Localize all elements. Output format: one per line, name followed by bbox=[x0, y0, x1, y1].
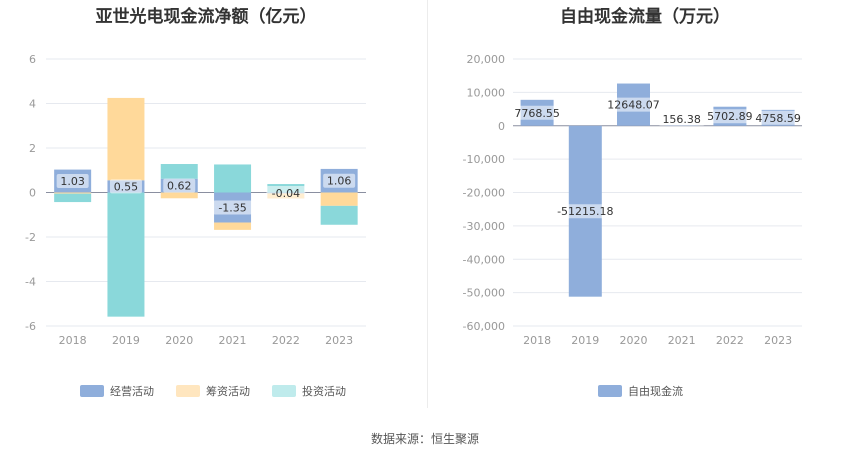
left-ytick-label-4: -2 bbox=[25, 231, 36, 244]
legend-item-operating[interactable]: 经营活动 bbox=[80, 383, 154, 399]
right-xtick-label-2022: 2022 bbox=[716, 334, 744, 347]
data-source-note: 数据来源：恒生聚源 bbox=[370, 432, 479, 446]
left-ytick-label-0: 6 bbox=[29, 53, 36, 66]
left-ytick-label-5: -4 bbox=[25, 276, 36, 289]
right-ytick-label-6: -40,000 bbox=[463, 253, 505, 266]
left-ytick-label-3: 0 bbox=[29, 187, 36, 200]
right-data-label-bg-2019 bbox=[551, 204, 619, 219]
left-ytick-label-2: 2 bbox=[29, 142, 36, 155]
right-xtick-label-2018: 2018 bbox=[523, 334, 551, 347]
right-data-label-bg-2022 bbox=[703, 109, 757, 124]
right-chart-legend: 自由现金流 bbox=[598, 383, 683, 399]
left-data-label-2023: 1.06 bbox=[327, 175, 352, 188]
left-bar-2020-series-2 bbox=[160, 164, 198, 179]
right-xtick-label-2019: 2019 bbox=[571, 334, 599, 347]
right-ytick-label-0: 20,000 bbox=[467, 53, 506, 66]
right-data-label-2023: 4758.59 bbox=[755, 112, 801, 125]
left-data-label-bg-2018 bbox=[56, 174, 89, 189]
right-xtick-label-2020: 2020 bbox=[620, 334, 648, 347]
left-xtick-label-2022: 2022 bbox=[272, 334, 300, 347]
legend-swatch-free-cash-flow bbox=[598, 385, 622, 397]
right-data-label-bg-2018 bbox=[510, 105, 564, 120]
left-xtick-label-2020: 2020 bbox=[165, 334, 193, 347]
left-bar-2021-series-1 bbox=[214, 222, 252, 230]
right-ytick-label-8: -60,000 bbox=[463, 320, 505, 333]
right-ytick-label-1: 10,000 bbox=[467, 86, 506, 99]
right-ytick-label-7: -50,000 bbox=[463, 287, 505, 300]
legend-item-investing[interactable]: 投资活动 bbox=[272, 383, 346, 399]
right-data-label-bg-2020 bbox=[603, 97, 664, 112]
right-data-label-2019: -51215.18 bbox=[557, 205, 613, 218]
legend-swatch-investing bbox=[272, 385, 296, 397]
left-bar-2018-series-2 bbox=[54, 193, 92, 203]
left-xtick-label-2018: 2018 bbox=[59, 334, 87, 347]
left-xtick-label-2023: 2023 bbox=[325, 334, 353, 347]
left-xtick-label-2019: 2019 bbox=[112, 334, 140, 347]
left-data-label-bg-2021 bbox=[213, 200, 253, 215]
legend-label-free-cash-flow: 自由现金流 bbox=[628, 385, 683, 398]
left-bar-2021-series-2 bbox=[214, 164, 252, 193]
legend-swatch-operating bbox=[80, 385, 104, 397]
left-chart-title: 亚世光电现金流净额（亿元） bbox=[95, 7, 317, 27]
left-data-label-bg-2022 bbox=[266, 185, 306, 200]
left-data-label-2020: 0.62 bbox=[167, 180, 192, 193]
left-xtick-label-2021: 2021 bbox=[219, 334, 247, 347]
legend-label-financing: 筹资活动 bbox=[206, 385, 250, 398]
left-bar-2018-series-1 bbox=[54, 192, 92, 194]
legend-item-free-cash-flow[interactable]: 自由现金流 bbox=[598, 383, 683, 399]
left-bar-2023-series-2 bbox=[320, 205, 358, 225]
left-bar-2019-series-1 bbox=[107, 97, 145, 181]
right-ytick-label-5: -30,000 bbox=[463, 220, 505, 233]
right-ytick-label-3: -10,000 bbox=[463, 153, 505, 166]
right-data-label-2021: 156.38 bbox=[662, 113, 701, 126]
left-ytick-label-6: -6 bbox=[25, 320, 36, 333]
legend-swatch-financing bbox=[176, 385, 200, 397]
right-xtick-label-2021: 2021 bbox=[668, 334, 696, 347]
legend-label-investing: 投资活动 bbox=[302, 385, 346, 398]
right-chart-title: 自由现金流量（万元） bbox=[560, 7, 730, 27]
right-data-label-bg-2021 bbox=[658, 111, 705, 126]
panel-divider bbox=[427, 0, 428, 408]
left-data-label-bg-2023 bbox=[323, 173, 356, 188]
left-data-label-bg-2019 bbox=[109, 179, 142, 194]
left-bar-2020-series-1 bbox=[160, 192, 198, 199]
legend-label-operating: 经营活动 bbox=[110, 385, 154, 398]
left-data-label-bg-2020 bbox=[163, 178, 196, 193]
right-data-label-2020: 12648.07 bbox=[607, 99, 660, 112]
right-data-label-2022: 5702.89 bbox=[707, 110, 753, 123]
right-xtick-label-2023: 2023 bbox=[764, 334, 792, 347]
left-data-label-2019: 0.55 bbox=[114, 180, 139, 193]
left-ytick-label-1: 4 bbox=[29, 98, 36, 111]
left-data-label-2022: -0.04 bbox=[272, 187, 300, 200]
right-ytick-label-4: -20,000 bbox=[463, 187, 505, 200]
left-chart-legend: 经营活动 筹资活动 投资活动 bbox=[80, 383, 346, 399]
right-data-label-bg-2023 bbox=[751, 110, 805, 125]
left-bar-2023-series-1 bbox=[320, 192, 358, 206]
left-data-label-2021: -1.35 bbox=[218, 202, 246, 215]
legend-item-financing[interactable]: 筹资活动 bbox=[176, 383, 250, 399]
left-bar-2019-series-2 bbox=[107, 192, 145, 317]
left-data-label-2018: 1.03 bbox=[60, 175, 85, 188]
right-data-label-2018: 7768.55 bbox=[514, 107, 560, 120]
right-ytick-label-2: 0 bbox=[498, 120, 505, 133]
